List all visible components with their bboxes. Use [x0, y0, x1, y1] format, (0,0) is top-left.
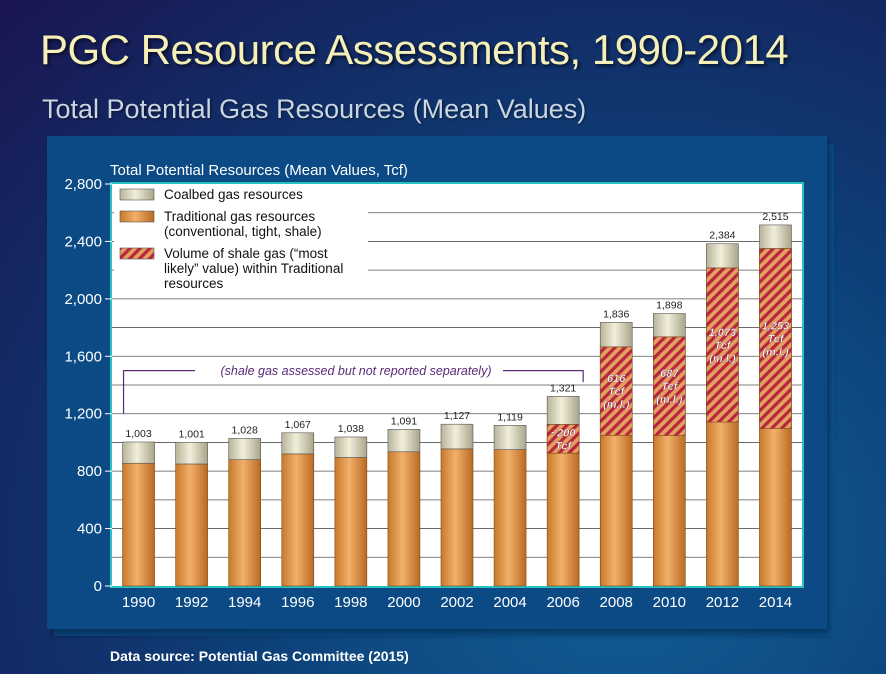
shale-volume-label: 687	[660, 368, 679, 380]
y-tick-label: 1,200	[64, 406, 102, 423]
total-label: 1,119	[497, 411, 523, 423]
y-tick-label: 400	[77, 521, 102, 538]
bar-coalbed	[228, 438, 261, 460]
shale-volume-label: (m.l.)	[762, 347, 789, 359]
x-tick-label: 1994	[228, 594, 261, 611]
shale-annotation: (shale gas assessed but not reported sep…	[221, 364, 492, 378]
total-label: 1,028	[232, 424, 258, 436]
bar-shale-overlay	[653, 336, 686, 436]
total-label: 1,321	[550, 382, 576, 394]
legend-swatch-shale	[119, 247, 155, 260]
bar-shale-overlay	[599, 346, 633, 436]
bar-coalbed	[653, 313, 686, 338]
legend-layer: Coalbed gas resources Traditional gas res…	[114, 187, 368, 296]
grid-layer	[112, 212, 802, 558]
shale-volume-label: Tcf	[767, 334, 784, 346]
legend-label: Volume of shale gas (“most	[164, 246, 328, 261]
chart-title: Total Potential Resources (Mean Values, …	[110, 162, 408, 179]
y-tick-label: 2,800	[64, 176, 102, 193]
bar-traditional	[440, 448, 474, 587]
x-tick-label: 2010	[653, 594, 686, 611]
x-tick-label: 1998	[334, 594, 367, 611]
total-label: 1,067	[285, 419, 311, 431]
total-label: 2,515	[762, 211, 788, 223]
slide-title: PGC Resource Assessments, 1990-2014	[40, 26, 789, 73]
bar-traditional	[228, 459, 261, 587]
bar-shale-overlay	[706, 267, 739, 423]
bar-coalbed	[599, 322, 633, 348]
total-label: 1,001	[178, 428, 204, 440]
legend-label: Traditional gas resources	[164, 209, 315, 224]
y-tick-label: 1,600	[64, 348, 102, 365]
bar-coalbed	[334, 436, 368, 458]
x-tick-label: 2000	[387, 594, 420, 611]
bar-coalbed	[706, 243, 739, 269]
axis-layer: 0 400 800 1,200 1,600 2,000 2,400 2,800 1990 1992…	[64, 176, 792, 611]
slide-subtitle: Total Potential Gas Resources (Mean Valu…	[42, 94, 587, 124]
bar-layer	[122, 224, 792, 587]
total-label: 1,038	[338, 423, 364, 435]
y-tick-label: 800	[77, 463, 102, 480]
total-label: 1,003	[125, 428, 151, 440]
x-tick-label: 2004	[493, 594, 526, 611]
shale-volume-label: 616	[607, 373, 626, 385]
y-tick-label: 2,000	[64, 291, 102, 308]
total-label: 1,898	[656, 300, 682, 312]
shale-volume-label: 1,253	[762, 321, 790, 333]
x-tick-label: 2002	[440, 594, 473, 611]
shale-volume-label: (m.l.)	[603, 399, 630, 411]
x-tick-label: 1992	[175, 594, 208, 611]
x-tick-label: 1990	[122, 594, 155, 611]
shale-volume-label: 1,073	[709, 327, 737, 339]
bar-coalbed	[122, 441, 155, 464]
total-label: 1,127	[444, 410, 470, 422]
shale-volume-label: Tcf	[661, 381, 678, 393]
bar-traditional	[175, 463, 208, 587]
bar-traditional	[281, 453, 315, 587]
shale-volume-label: (m.l.)	[709, 353, 736, 365]
x-tick-label: 2014	[759, 594, 792, 611]
shale-volume-label: Tcf	[608, 386, 625, 398]
bar-traditional	[122, 462, 155, 587]
bar-coalbed	[759, 224, 792, 249]
bar-traditional	[493, 449, 527, 587]
bar-traditional	[334, 457, 368, 587]
legend-label: Coalbed gas resources	[164, 187, 303, 202]
shale-volume-label: Tcf	[555, 440, 572, 452]
annotation-bracket-right	[503, 370, 584, 383]
x-tick-label: 1996	[281, 594, 314, 611]
y-tick-label: 2,400	[64, 233, 102, 250]
bar-shale-overlay	[759, 248, 792, 429]
bar-coalbed	[493, 425, 527, 450]
legend-swatch-traditional	[119, 210, 155, 223]
x-tick-label: 2012	[706, 594, 739, 611]
data-source-note: Data source: Potential Gas Committee (20…	[110, 648, 409, 664]
bar-coalbed	[387, 429, 421, 453]
bar-traditional	[387, 451, 421, 587]
legend-label: likely” value) within Traditional	[164, 261, 343, 276]
bar-coalbed	[281, 432, 315, 455]
y-tick-label: 0	[94, 578, 102, 595]
legend-label: resources	[164, 276, 224, 291]
legend-swatch-coalbed	[119, 188, 155, 201]
total-label: 1,836	[603, 308, 629, 320]
legend-box	[114, 188, 368, 296]
bar-coalbed	[175, 441, 208, 465]
shale-volume-label: ~200	[551, 427, 577, 439]
total-label: 1,091	[391, 415, 417, 427]
bar-shale-overlay	[546, 424, 580, 454]
x-tick-label: 2006	[546, 594, 579, 611]
legend-label: (conventional, tight, shale)	[164, 224, 322, 239]
shale-volume-label: Tcf	[714, 340, 731, 352]
bar-coalbed	[440, 423, 474, 450]
x-tick-label: 2008	[600, 594, 633, 611]
total-label: 2,384	[709, 230, 735, 242]
shale-volume-label: (m.l.)	[656, 394, 683, 406]
annotation-bracket-left	[122, 370, 195, 414]
label-layer: 1,003 1,001 1,028 1,067 1,038 1,091 1,127 1,119…	[122, 211, 790, 452]
bar-coalbed	[546, 396, 580, 425]
